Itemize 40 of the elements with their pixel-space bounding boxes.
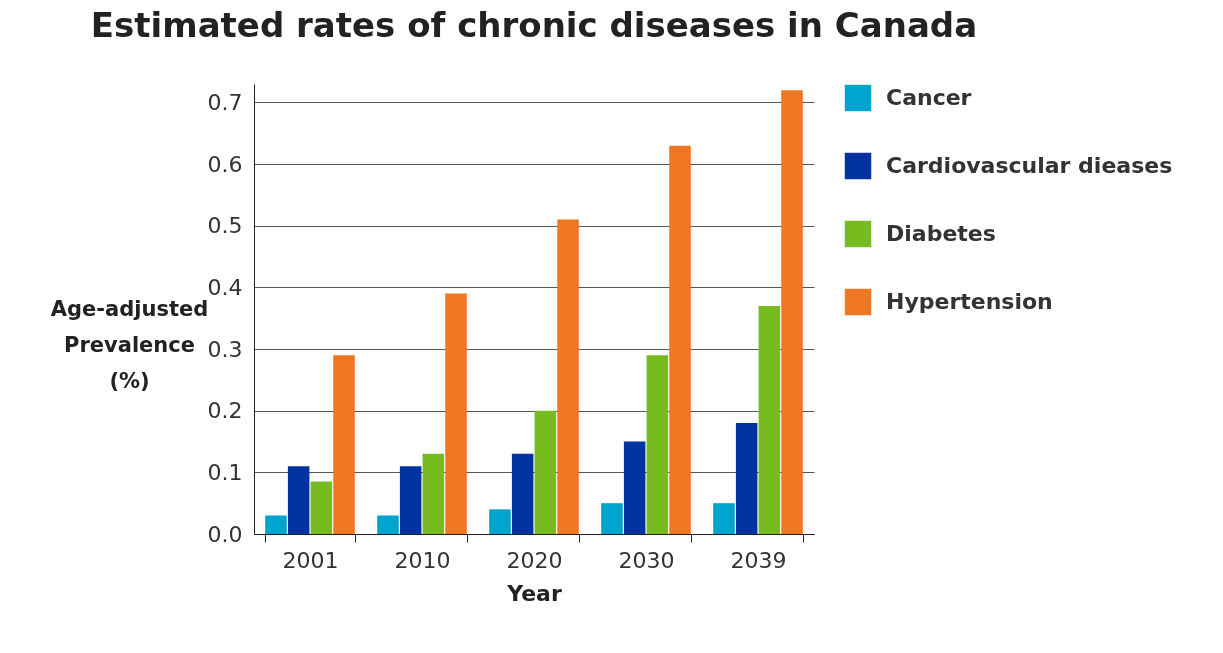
bar bbox=[758, 305, 781, 534]
bar bbox=[377, 515, 399, 534]
y-tick-label: 0.4 bbox=[207, 274, 243, 300]
y-tick-label: 0.6 bbox=[207, 151, 243, 177]
bar bbox=[669, 145, 691, 534]
x-tick-label: 2020 bbox=[506, 547, 563, 573]
y-tick-label: 0.7 bbox=[207, 89, 243, 115]
bar bbox=[287, 466, 310, 534]
y-tick-label: 0.0 bbox=[207, 521, 243, 547]
y-tick-label: 0.1 bbox=[207, 459, 243, 485]
bar bbox=[781, 90, 803, 534]
bar bbox=[445, 293, 467, 534]
bar bbox=[422, 453, 445, 534]
legend-label: Hypertension bbox=[886, 289, 1053, 314]
x-tick-label: 2001 bbox=[282, 547, 339, 573]
bar bbox=[333, 355, 355, 534]
x-tick-label: 2030 bbox=[618, 547, 675, 573]
y-tick-label: 0.2 bbox=[207, 398, 243, 424]
y-tick-label: 0.3 bbox=[207, 336, 243, 362]
bar bbox=[534, 410, 557, 534]
bar bbox=[646, 355, 669, 534]
legend-label: Diabetes bbox=[886, 221, 996, 246]
bar bbox=[511, 453, 534, 534]
legend-label: Cancer bbox=[886, 85, 972, 110]
bar bbox=[265, 515, 287, 534]
y-axis-title: Age-adjusted Prevalence (%) bbox=[50, 296, 209, 393]
x-axis-title: Year bbox=[506, 580, 562, 606]
legend-label: Cardiovascular dieases bbox=[886, 153, 1173, 178]
chart-title: Estimated rates of chronic diseases in Canada bbox=[90, 5, 978, 45]
bar bbox=[310, 481, 333, 534]
bar bbox=[601, 503, 623, 534]
bar bbox=[399, 466, 422, 534]
y-tick-label: 0.5 bbox=[207, 213, 243, 239]
x-tick-label: 2010 bbox=[394, 547, 451, 573]
bar bbox=[623, 441, 646, 534]
bar bbox=[489, 509, 511, 534]
bar bbox=[713, 503, 735, 534]
bar bbox=[557, 219, 579, 534]
x-tick-label: 2039 bbox=[730, 547, 787, 573]
bar bbox=[735, 423, 758, 534]
